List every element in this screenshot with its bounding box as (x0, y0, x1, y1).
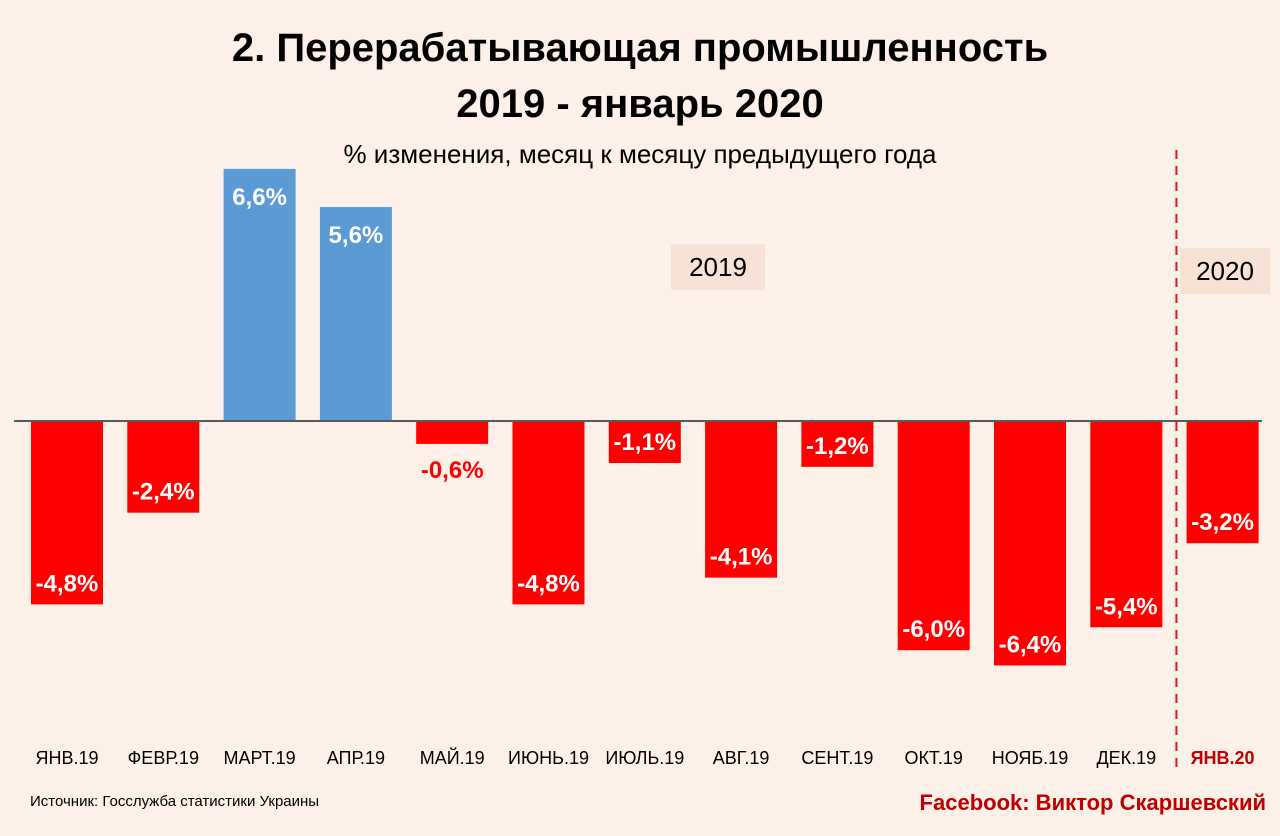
category-label: ДЕК.19 (1096, 748, 1156, 768)
chart-title-period: 2019 - январь 2020 (456, 82, 824, 126)
category-label: ИЮЛЬ.19 (605, 748, 684, 768)
chart-subtitle: % изменения, месяц к месяцу предыдущего … (343, 139, 937, 169)
bar (608, 421, 681, 464)
data-label: -6,0% (902, 616, 965, 643)
category-label: ЯНВ.20 (1191, 748, 1255, 768)
category-label: АПР.19 (327, 748, 385, 768)
year-2019-label: 2019 (671, 244, 765, 290)
data-label: -1,2% (806, 433, 869, 460)
data-label: -1,1% (613, 429, 676, 456)
source-note: Источник: Госслужба статистики Украины (30, 793, 320, 810)
bar (512, 421, 585, 605)
bar (801, 421, 874, 467)
data-label: 5,6% (329, 222, 384, 249)
bar (127, 421, 200, 513)
author-credit: Facebook: Виктор Скаршевский (919, 790, 1266, 815)
data-label: -4,8% (517, 570, 580, 597)
data-label: 6,6% (232, 184, 287, 211)
category-label: МАЙ.19 (420, 747, 485, 768)
category-label: ОКТ.19 (904, 748, 963, 768)
bar (1186, 421, 1259, 544)
bar (994, 421, 1066, 666)
category-label: ЯНВ.19 (35, 748, 98, 768)
category-label: СЕНТ.19 (801, 748, 873, 768)
year-2020-label: 2020 (1180, 248, 1270, 294)
data-label: -3,2% (1191, 509, 1254, 536)
bar (1090, 421, 1163, 628)
category-label: АВГ.19 (713, 748, 770, 768)
data-label: -5,4% (1095, 593, 1158, 620)
category-label: НОЯБ.19 (992, 748, 1068, 768)
bar (31, 421, 103, 605)
category-label: ФЕВР.19 (128, 748, 199, 768)
data-label: -4,1% (710, 544, 773, 571)
data-label: -4,8% (36, 570, 99, 597)
bar (416, 421, 489, 444)
chart-title: 2. Перерабатывающая промышленность (231, 26, 1049, 70)
bar (897, 421, 970, 651)
data-label: -2,4% (132, 479, 195, 506)
bar (705, 421, 778, 578)
bar (223, 168, 296, 421)
data-label: -6,4% (999, 631, 1062, 658)
category-label: ИЮНЬ.19 (508, 748, 589, 768)
data-label: -0,6% (421, 457, 484, 484)
category-label: МАРТ.19 (223, 748, 295, 768)
bar (319, 207, 392, 421)
